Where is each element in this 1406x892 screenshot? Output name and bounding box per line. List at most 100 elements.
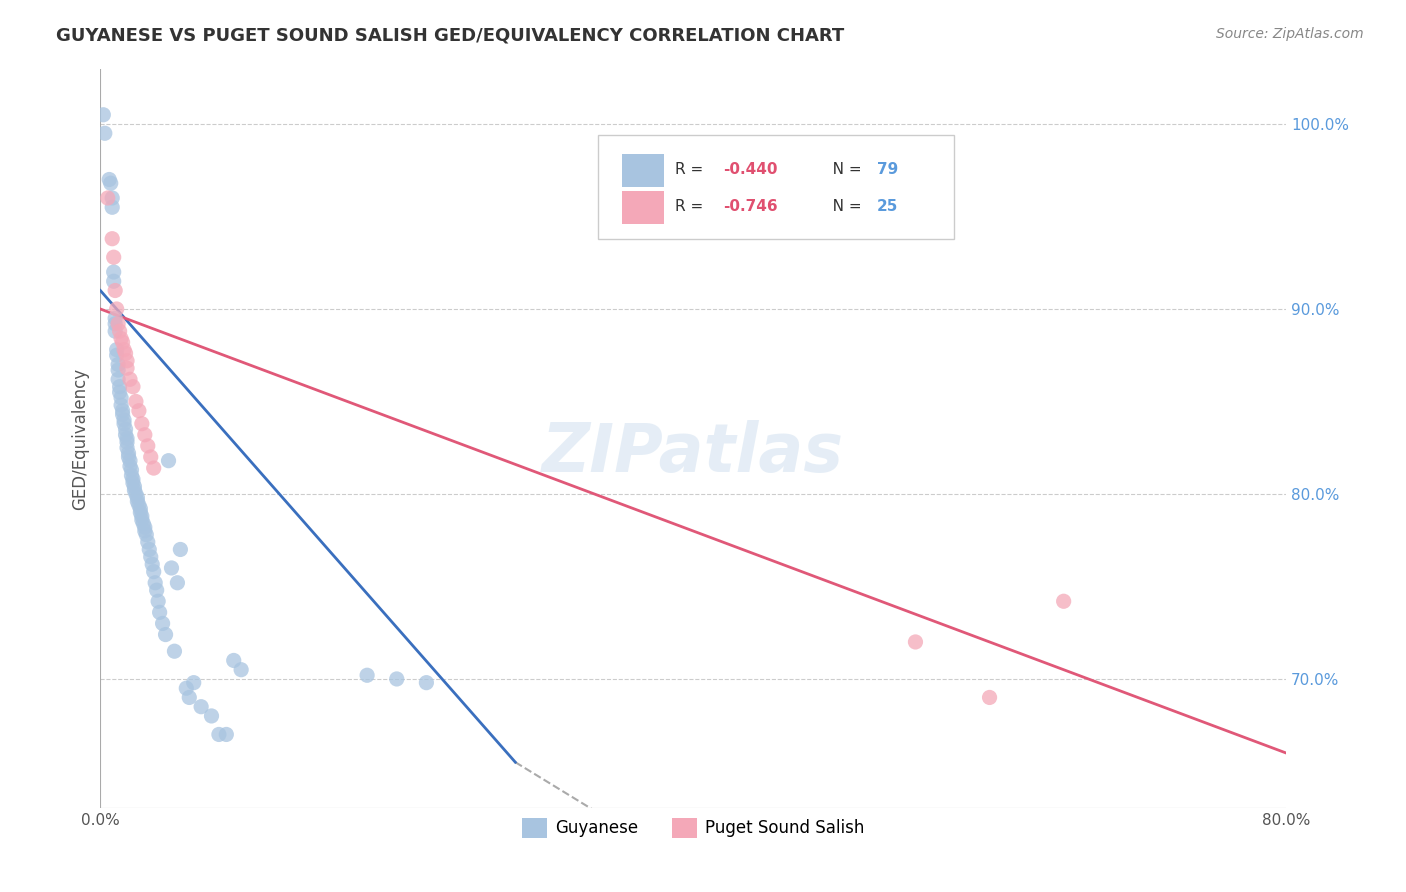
Point [94,126,117,140]
Point [104,324,127,338]
Point [231,663,253,677]
Point [415,675,437,690]
Point [118,459,141,474]
Point [110,332,132,346]
Text: GUYANESE VS PUGET SOUND SALISH GED/EQUIVALENCY CORRELATION CHART: GUYANESE VS PUGET SOUND SALISH GED/EQUIV… [56,27,845,45]
Point [128,403,150,417]
Point [132,516,155,531]
Point [149,606,172,620]
Point [135,527,157,541]
Point [111,403,134,417]
Point [136,439,159,453]
Point [115,353,138,368]
Point [121,463,143,477]
Point [118,453,141,467]
Point [136,535,159,549]
Point [124,483,146,498]
Text: -0.746: -0.746 [723,200,778,214]
Point [101,232,124,246]
Point [105,348,128,362]
Point [134,520,156,534]
Point [179,690,201,705]
Point [385,672,408,686]
Point [122,472,145,486]
Point [169,542,191,557]
Point [124,479,146,493]
FancyBboxPatch shape [599,135,955,239]
Text: Source: ZipAtlas.com: Source: ZipAtlas.com [1216,27,1364,41]
Point [190,699,212,714]
Text: N =: N = [818,162,866,178]
Point [166,575,188,590]
Point [101,200,124,214]
Point [1053,594,1076,608]
Point [183,675,205,690]
Text: N =: N = [818,200,866,214]
Point [98,172,121,186]
Point [108,385,131,400]
Point [105,301,128,316]
Point [115,435,138,450]
Point [200,709,222,723]
Point [176,681,198,696]
Point [100,176,122,190]
Y-axis label: GED/Equivalency: GED/Equivalency [72,368,89,509]
Text: R =: R = [675,200,709,214]
Point [125,394,148,409]
Point [146,594,169,608]
Point [128,498,150,512]
Point [163,644,186,658]
Point [114,422,136,436]
Point [117,446,139,460]
Point [114,427,136,442]
Point [107,358,129,372]
Point [104,311,127,326]
Point [122,475,145,490]
Point [104,284,127,298]
Point [107,363,129,377]
Point [904,635,927,649]
Point [160,561,183,575]
Bar [621,192,664,224]
Point [215,727,238,741]
Point [103,274,125,288]
Point [108,324,131,338]
Point [356,668,378,682]
Text: R =: R = [675,162,709,178]
Point [105,343,128,357]
Text: -0.440: -0.440 [723,162,778,178]
Point [142,461,165,475]
Point [114,346,136,360]
Point [111,408,134,422]
Point [208,727,231,741]
Point [111,335,134,350]
Point [122,380,145,394]
Point [115,361,138,376]
Legend: Guyanese, Puget Sound Salish: Guyanese, Puget Sound Salish [515,811,872,845]
Point [139,549,162,564]
Point [91,108,114,122]
Point [125,487,148,501]
Point [131,513,153,527]
Point [157,453,180,467]
Point [127,491,149,505]
Point [155,627,177,641]
Point [129,501,152,516]
Point [145,583,167,598]
Point [112,413,135,427]
Point [131,417,153,431]
Point [112,417,135,431]
Point [104,317,127,331]
Point [103,250,125,264]
Point [112,343,135,357]
Point [142,565,165,579]
Point [141,558,163,572]
Point [118,372,141,386]
Point [121,468,143,483]
Point [138,542,160,557]
Point [101,191,124,205]
Point [108,380,131,394]
Point [110,391,132,405]
Text: 25: 25 [877,200,898,214]
Text: 79: 79 [877,162,898,178]
